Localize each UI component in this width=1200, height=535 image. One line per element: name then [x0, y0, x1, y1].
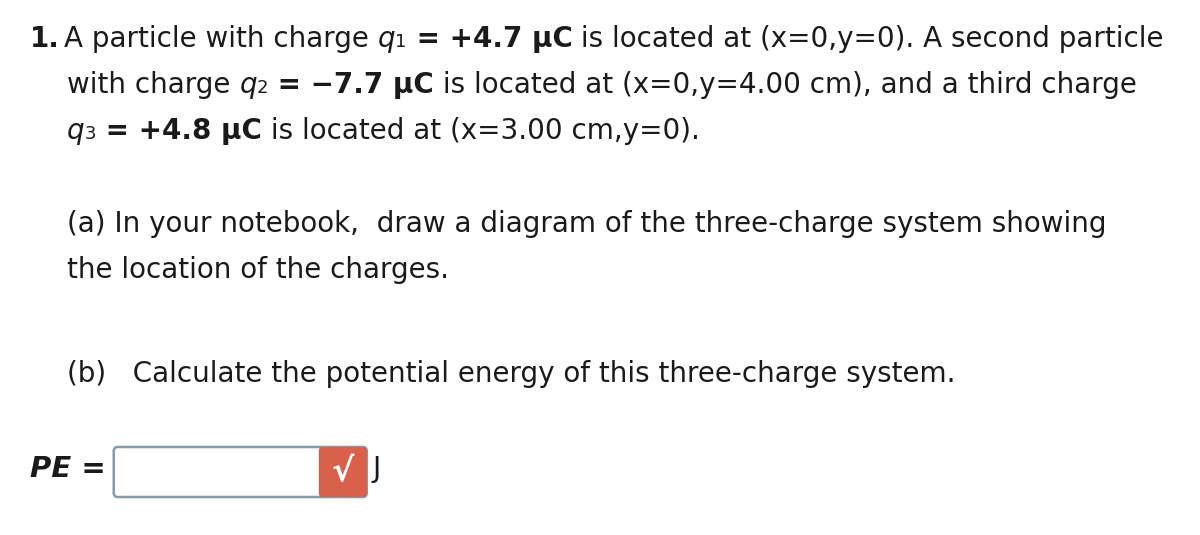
Text: A particle with charge: A particle with charge: [64, 25, 378, 53]
Text: 1: 1: [395, 33, 407, 51]
Text: = +4.7 μC: = +4.7 μC: [407, 25, 572, 53]
Text: = −7.7 μC: = −7.7 μC: [269, 71, 434, 99]
Text: √: √: [331, 455, 354, 488]
Text: the location of the charges.: the location of the charges.: [67, 256, 449, 284]
Text: (b)   Calculate the potential energy of this three-charge system.: (b) Calculate the potential energy of th…: [67, 360, 955, 388]
Text: q: q: [67, 117, 85, 145]
Text: = +4.8 μC: = +4.8 μC: [96, 117, 262, 145]
Text: PE =: PE =: [30, 455, 106, 483]
Text: is located at (x=3.00 cm,y=0).: is located at (x=3.00 cm,y=0).: [262, 117, 700, 145]
FancyBboxPatch shape: [114, 447, 367, 497]
Text: is located at (x=0,y=0). A second particle: is located at (x=0,y=0). A second partic…: [572, 25, 1164, 53]
Text: is located at (x=0,y=4.00 cm), and a third charge: is located at (x=0,y=4.00 cm), and a thi…: [434, 71, 1138, 99]
Text: J: J: [373, 455, 382, 483]
Text: (a) In your notebook,  draw a diagram of the three-charge system showing: (a) In your notebook, draw a diagram of …: [67, 210, 1106, 238]
Text: 1.: 1.: [30, 25, 60, 53]
Text: 3: 3: [85, 125, 96, 143]
Text: with charge: with charge: [67, 71, 239, 99]
Text: q: q: [239, 71, 257, 99]
FancyBboxPatch shape: [319, 447, 367, 497]
Text: 2: 2: [257, 79, 269, 97]
Text: q: q: [378, 25, 395, 53]
